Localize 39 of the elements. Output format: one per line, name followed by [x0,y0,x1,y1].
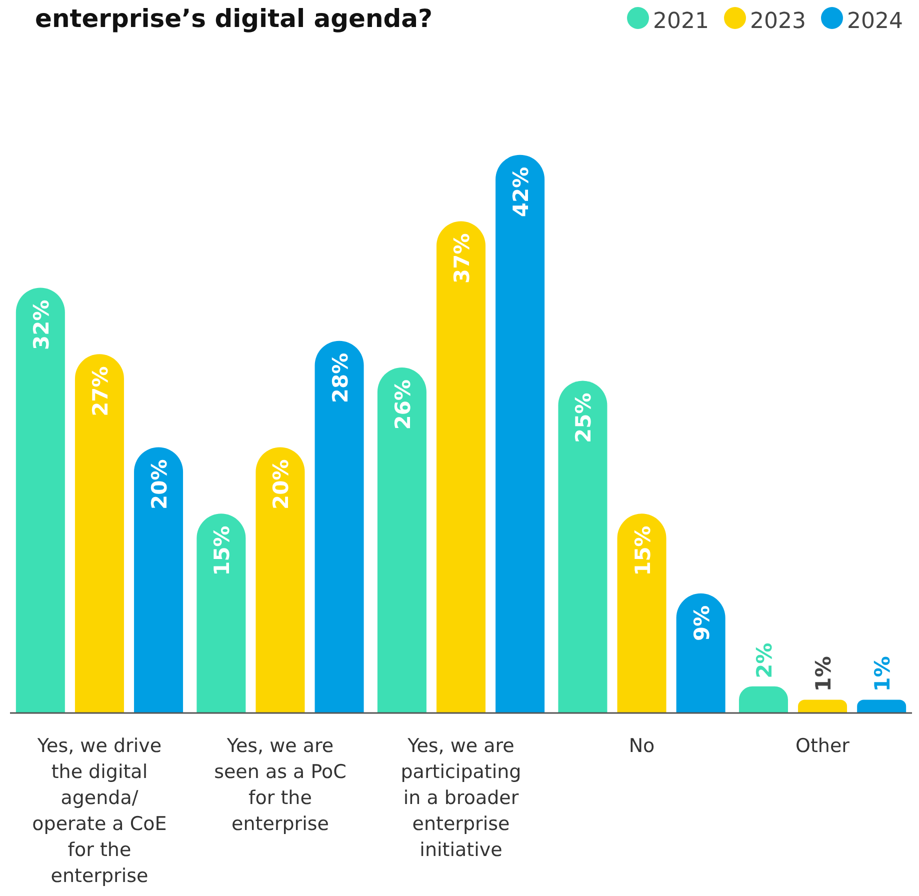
chart-title: enterprise’s digital agenda? [35,4,433,33]
data-label: 2% [752,642,776,678]
data-label: 28% [328,352,352,404]
data-label: 20% [269,459,294,510]
bar [496,154,545,713]
bar [314,340,364,713]
data-label: 42% [509,166,534,218]
bar [617,514,666,713]
bar [436,221,486,713]
data-label: 15% [210,526,234,576]
data-label: 9% [690,605,714,642]
bar [74,354,124,713]
bar [256,447,305,713]
legend-label: 2023 [750,9,806,34]
x-tick-label: Yes, we are seen as a PoC for the enterprise [214,735,346,835]
bar [196,514,246,713]
bar [798,700,848,713]
data-label: 1% [812,656,836,692]
bar [676,593,726,713]
x-tick-label: Yes, we drive the digital agenda/ operate a CoE for the enterprise [32,735,167,887]
bar [857,700,906,713]
x-tick-label: Yes, we are participating in a broader enterprise initiative [400,735,522,861]
legend-label: 2024 [847,9,903,34]
data-label: 20% [148,459,172,510]
bar [558,380,608,713]
bar [16,288,65,713]
data-label: 26% [390,379,415,430]
data-label: 1% [870,656,895,692]
data-label: 15% [630,526,655,576]
data-label: 25% [572,392,596,444]
bar [738,686,788,713]
bar [134,447,184,713]
bar [377,367,426,713]
data-label: 37% [450,233,474,284]
data-label: 27% [88,366,112,416]
legend-label: 2021 [653,9,709,34]
x-tick-label: Other [796,735,850,757]
x-tick-label: No [628,735,655,757]
data-label: 32% [29,300,54,350]
